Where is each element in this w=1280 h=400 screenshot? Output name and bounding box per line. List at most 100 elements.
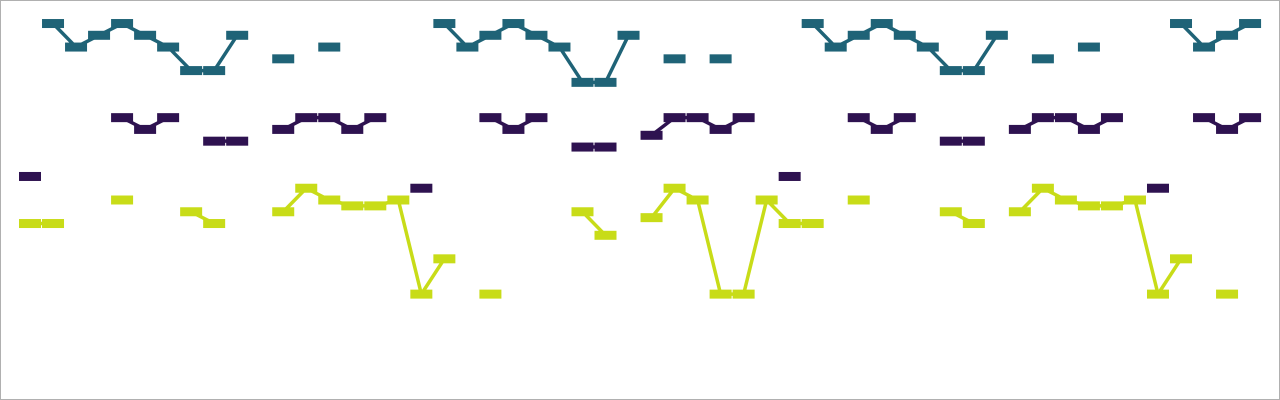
series-1-point-51 — [1193, 42, 1216, 52]
series-1-point-26 — [617, 30, 640, 40]
series-1 — [42, 19, 1262, 87]
series-2-point-33 — [778, 171, 801, 181]
series-3-point-18 — [433, 254, 456, 264]
series-2-point-47 — [1100, 113, 1123, 123]
series-2-point-44 — [1031, 113, 1054, 123]
series-2-point-43 — [1008, 124, 1031, 134]
series-2-point-28 — [663, 113, 686, 123]
series-1-point-30 — [709, 54, 732, 64]
series-3-point-4 — [111, 195, 134, 205]
series-3-point-33 — [778, 219, 801, 229]
series-3-point-29 — [686, 195, 709, 205]
series-2-point-49 — [1146, 183, 1169, 193]
series-3-segment-9 — [419, 257, 447, 296]
series-2-point-30 — [709, 124, 732, 134]
series-1-segment-24 — [972, 33, 999, 73]
series-2-point-31 — [732, 113, 755, 123]
series-3-point-44 — [1031, 183, 1054, 193]
series-1-point-8 — [203, 66, 226, 76]
series-2-point-8 — [203, 136, 226, 146]
series-2 — [19, 113, 1262, 193]
series-3-point-49 — [1146, 289, 1169, 299]
series-3-point-0 — [19, 219, 41, 229]
series-1-point-20 — [479, 30, 502, 40]
series-1-point-3 — [88, 30, 111, 40]
series-3-point-47 — [1100, 201, 1123, 211]
series-1-point-22 — [525, 30, 548, 40]
series-2-point-41 — [962, 136, 985, 146]
series-3-point-12 — [295, 183, 318, 193]
series-3-point-50 — [1170, 254, 1193, 264]
series-layer — [19, 19, 1262, 299]
series-1-point-9 — [226, 30, 249, 40]
series-2-point-20 — [479, 113, 502, 123]
series-1-point-25 — [594, 77, 617, 87]
series-2-point-36 — [847, 113, 870, 123]
series-3-point-24 — [571, 207, 594, 217]
series-2-point-9 — [226, 136, 249, 146]
series-3-point-34 — [801, 219, 824, 229]
series-3-point-15 — [364, 201, 387, 211]
series-1-point-41 — [962, 66, 985, 76]
series-1-point-28 — [663, 54, 686, 64]
series-3-point-41 — [962, 219, 985, 229]
series-3-point-46 — [1077, 201, 1100, 211]
series-1-point-44 — [1031, 54, 1054, 64]
series-1-point-35 — [824, 42, 847, 52]
series-3-point-13 — [318, 195, 341, 205]
series-1-point-23 — [548, 42, 571, 52]
series-2-point-24 — [571, 142, 594, 152]
series-2-point-14 — [341, 124, 364, 134]
series-1-point-21 — [502, 19, 525, 29]
series-3 — [19, 183, 1239, 299]
series-1-point-46 — [1077, 42, 1100, 52]
series-1-point-7 — [180, 66, 203, 76]
series-2-point-22 — [525, 113, 548, 123]
series-3-point-30 — [709, 289, 732, 299]
series-2-point-12 — [295, 113, 318, 123]
series-2-point-0 — [19, 171, 41, 181]
series-2-point-51 — [1193, 113, 1216, 123]
series-3-point-11 — [272, 207, 295, 217]
series-2-point-27 — [640, 130, 663, 140]
series-1-point-11 — [272, 54, 295, 64]
series-2-point-17 — [410, 183, 433, 193]
series-3-point-27 — [640, 213, 663, 223]
series-1-point-53 — [1239, 19, 1262, 29]
series-1-point-1 — [42, 19, 65, 29]
series-2-point-37 — [870, 124, 893, 134]
series-3-point-16 — [387, 195, 410, 205]
series-1-segment-16 — [603, 33, 631, 85]
series-3-point-31 — [732, 289, 755, 299]
series-2-point-13 — [318, 113, 341, 123]
series-1-point-36 — [847, 30, 870, 40]
series-3-point-14 — [341, 201, 364, 211]
series-3-point-28 — [663, 183, 686, 193]
series-1-point-52 — [1216, 30, 1239, 40]
series-3-segment-15 — [741, 198, 769, 296]
series-2-point-29 — [686, 113, 709, 123]
series-3-point-20 — [479, 289, 502, 299]
series-2-point-53 — [1239, 113, 1262, 123]
series-3-point-8 — [203, 219, 226, 229]
series-3-segment-11 — [649, 186, 677, 220]
series-1-point-18 — [433, 19, 456, 29]
series-1-point-5 — [134, 30, 157, 40]
series-2-point-46 — [1077, 124, 1100, 134]
series-3-point-1 — [42, 219, 65, 229]
series-2-point-4 — [111, 113, 134, 123]
series-2-point-40 — [939, 136, 962, 146]
series-1-point-38 — [893, 30, 916, 40]
series-3-point-25 — [594, 230, 617, 240]
series-1-point-19 — [456, 42, 479, 52]
series-3-point-43 — [1008, 207, 1031, 217]
series-2-point-52 — [1216, 124, 1239, 134]
series-3-point-32 — [755, 195, 778, 205]
series-3-point-40 — [939, 207, 962, 217]
series-1-point-37 — [870, 19, 893, 29]
series-1-point-34 — [801, 19, 824, 29]
series-1-segment-14 — [557, 45, 585, 85]
series-1-point-13 — [318, 42, 341, 52]
